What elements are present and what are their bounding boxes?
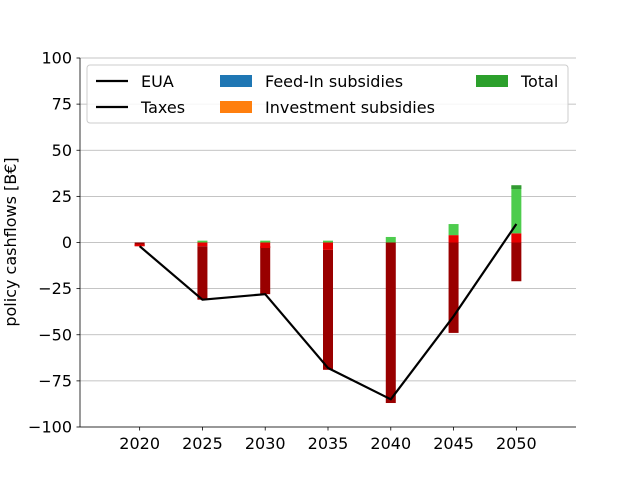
bar-segment-green	[323, 240, 333, 243]
bar-segment-dark-red	[385, 242, 396, 404]
y-tick-label: −75	[38, 371, 72, 390]
bar-segment-red	[323, 242, 333, 250]
bar-segment-dark-red	[511, 242, 522, 282]
bar-segment-green	[260, 240, 271, 243]
x-tick-label: 2045	[433, 434, 474, 453]
y-tick-label: 0	[62, 233, 72, 252]
bar-segment-red	[134, 244, 145, 247]
bar-segment-red	[197, 242, 208, 247]
eua-line	[138, 223, 518, 401]
bar-segment-red	[448, 235, 459, 243]
y-tick-label: 75	[52, 95, 72, 114]
bar-segment-green	[511, 185, 522, 234]
bar-segment-green	[197, 240, 208, 243]
eua-line-layer	[138, 223, 518, 401]
x-tick-label: 2035	[308, 434, 349, 453]
bar-segment-dark-red	[260, 246, 271, 295]
stacked-bars	[134, 185, 522, 404]
legend-label: Total	[520, 72, 558, 91]
legend-label: Feed-In subsidies	[265, 72, 403, 91]
y-axis-label: policy cashflows [B€]	[1, 157, 20, 326]
bar-segment-dark-red	[197, 246, 208, 300]
y-tick-label: −100	[28, 418, 72, 437]
y-tick-label: 25	[52, 187, 72, 206]
x-tick-label: 2050	[496, 434, 537, 453]
legend-label: Taxes	[140, 98, 185, 117]
y-tick-label: 100	[41, 49, 72, 68]
axes: −100 −75 −50 −25 0 25 50 75 100 2020 2025 2030 2035 2…	[28, 49, 576, 453]
legend: EUA Taxes Feed-In subsidies Investment subs…	[86, 64, 569, 124]
bar-segment-red	[511, 233, 522, 243]
legend-label: Investment subsidies	[265, 98, 435, 117]
x-tick-label: 2040	[370, 434, 411, 453]
y-tick-label: −50	[38, 325, 72, 344]
y-tick-label: 50	[52, 141, 72, 160]
legend-patch-swatch	[220, 75, 252, 87]
x-tick-label: 2020	[119, 434, 160, 453]
bar-segment-green	[448, 224, 459, 236]
legend-patch-swatch	[220, 101, 252, 113]
bar-segment-dark-green	[511, 185, 522, 189]
bar-segment-dark-red	[448, 242, 459, 333]
bar-segment-dark-red	[323, 249, 333, 370]
legend-label: EUA	[141, 72, 174, 91]
x-tick-label: 2025	[182, 434, 223, 453]
bar-segment-green	[385, 236, 396, 243]
y-tick-label: −25	[38, 279, 72, 298]
legend-patch-swatch	[476, 75, 508, 87]
legend-frame	[86, 64, 569, 124]
bar-segment-red	[260, 242, 271, 249]
x-tick-label: 2030	[245, 434, 286, 453]
